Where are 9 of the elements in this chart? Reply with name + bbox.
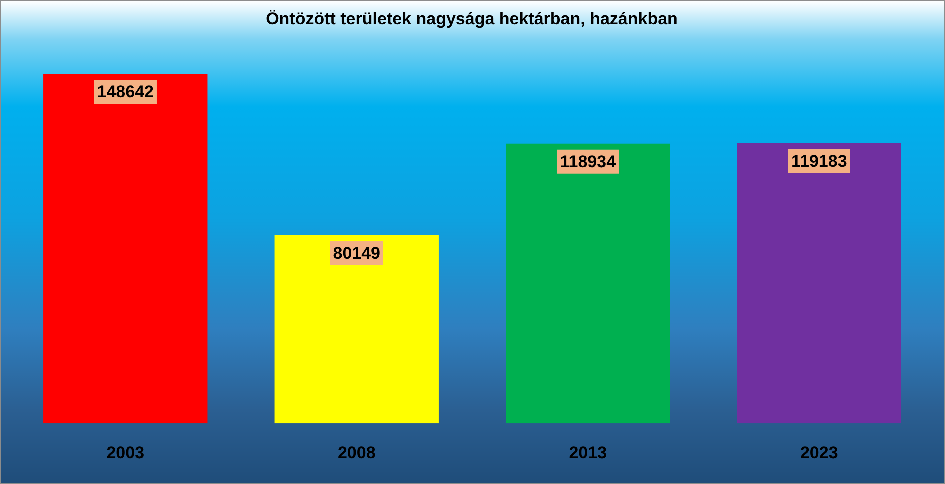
x-tick-label: 2003 [106, 443, 145, 462]
data-label: 148642 [97, 82, 154, 102]
x-tick-label: 2013 [569, 443, 608, 462]
x-tick-label: 2023 [800, 443, 838, 462]
chart-title: Öntözött területek nagysága hektárban, hazánkban [266, 10, 678, 29]
data-label: 119183 [791, 152, 848, 171]
x-tick-label: 2008 [338, 443, 376, 462]
data-label: 118934 [560, 152, 617, 172]
data-label: 80149 [333, 244, 381, 263]
